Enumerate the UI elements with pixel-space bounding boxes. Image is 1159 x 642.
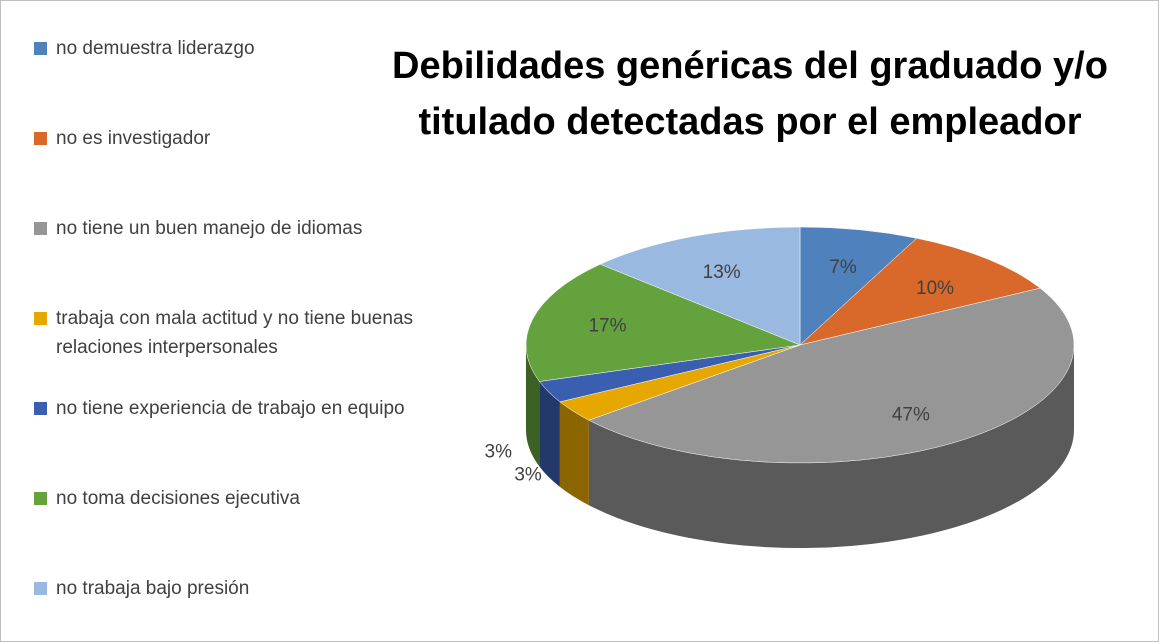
legend-label: no tiene experiencia de trabajo en equip…: [56, 398, 405, 419]
data-label: 13%: [703, 262, 741, 283]
legend-item: trabaja con mala actitud y no tiene buen…: [34, 304, 456, 362]
legend-label: trabaja con mala actitud y no tiene buen…: [56, 308, 414, 358]
data-label: 10%: [916, 278, 954, 299]
slice-top: [525, 263, 801, 382]
slice-top: [799, 226, 918, 346]
legend-label: no es investigador: [56, 128, 211, 149]
data-label: 3%: [485, 441, 513, 462]
data-label: 17%: [588, 315, 626, 336]
legend-item: no tiene un buen manejo de idiomas: [34, 214, 456, 243]
legend-item: no trabaja bajo presión: [34, 574, 456, 603]
legend-label: no toma decisiones ejecutiva: [56, 488, 300, 509]
legend-swatch: [34, 312, 47, 325]
legend-item: no demuestra liderazgo: [34, 34, 456, 63]
legend-item: no tiene experiencia de trabajo en equip…: [34, 394, 456, 423]
pie-slice: [525, 263, 801, 467]
slice-top: [588, 287, 1075, 464]
legend-swatch: [34, 582, 47, 595]
legend-item: no toma decisiones ejecutiva: [34, 484, 456, 513]
legend-item: no es investigador: [34, 124, 456, 153]
pie-slice: [559, 344, 801, 506]
slice-top: [599, 226, 801, 346]
slice-side: [559, 401, 589, 506]
legend-swatch: [34, 492, 47, 505]
legend-swatch: [34, 42, 47, 55]
legend-swatch: [34, 402, 47, 415]
legend-label: no tiene un buen manejo de idiomas: [56, 218, 363, 239]
slice-side: [588, 345, 1074, 548]
slice-top: [799, 237, 1041, 346]
pie-slice: [538, 344, 801, 487]
slice-side: [539, 381, 560, 487]
pie-slice: [799, 226, 918, 346]
data-label: 7%: [829, 257, 857, 278]
data-label: 47%: [892, 404, 930, 425]
slice-side: [526, 345, 540, 467]
pie-slice: [799, 237, 1041, 346]
legend-swatch: [34, 132, 47, 145]
data-label: 3%: [514, 465, 542, 486]
legend-label: no trabaja bajo presión: [56, 578, 250, 599]
legend-swatch: [34, 222, 47, 235]
legend-label: no demuestra liderazgo: [56, 38, 255, 59]
pie-slice: [588, 287, 1075, 548]
chart-title: Debilidades genéricas del graduado y/o t…: [392, 45, 1108, 143]
pie-slice: [599, 226, 801, 346]
